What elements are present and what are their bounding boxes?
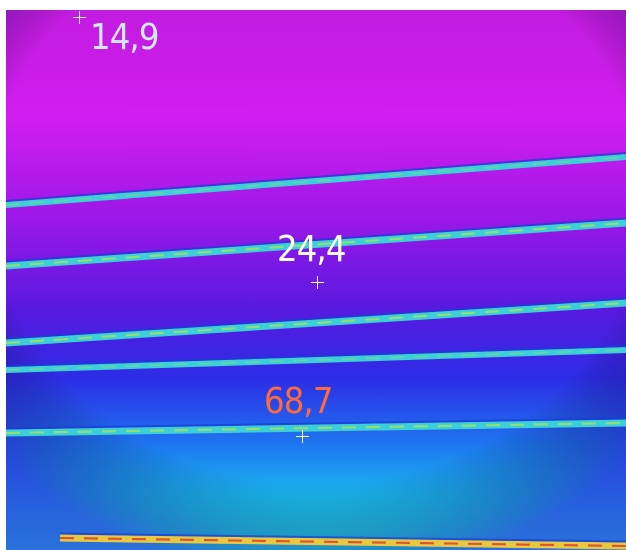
- heated-strip: [5, 347, 626, 373]
- heated-strip-edge: [59, 532, 626, 543]
- spot-1-temperature: 14,9: [90, 17, 159, 58]
- heated-strip-core: [5, 421, 626, 435]
- heated-strip-core: [5, 301, 626, 345]
- spot-1-crosshair-icon: [73, 11, 86, 24]
- heated-strips: [5, 152, 626, 550]
- heated-strip: [5, 154, 626, 208]
- heated-strip-core: [5, 156, 626, 206]
- top-border: [0, 0, 626, 10]
- heated-strip-edge: [5, 152, 626, 202]
- spot-2-crosshair-icon: [311, 276, 324, 289]
- heated-strip-edge: [5, 417, 626, 430]
- spot-3-crosshair-icon: [296, 430, 309, 443]
- heated-strip-core: [5, 221, 626, 268]
- heated-strip-edge: [5, 345, 626, 367]
- heated-strip: [59, 534, 626, 550]
- left-border: [0, 0, 6, 550]
- spot-2-temperature: 24,4: [277, 229, 346, 270]
- heated-strip-core: [5, 349, 626, 371]
- vignette: [6, 10, 626, 550]
- spot-3-temperature: 68,7: [264, 381, 333, 422]
- heated-strip-edge: [5, 217, 626, 263]
- heated-strip-edge: [5, 297, 626, 340]
